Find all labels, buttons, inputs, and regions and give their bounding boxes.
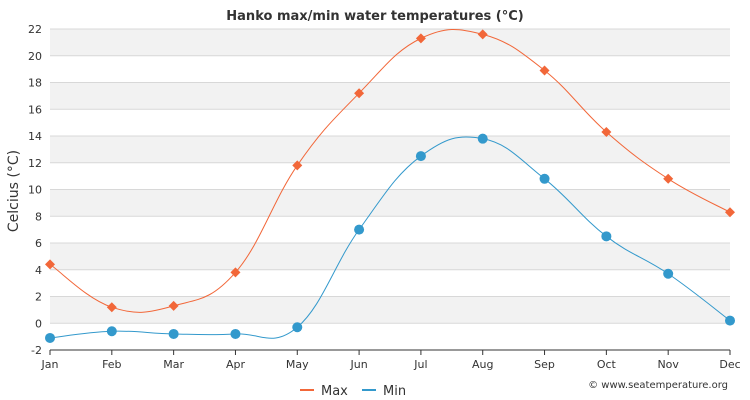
y-tick-label: -2 bbox=[31, 344, 42, 357]
x-tick-label: Sep bbox=[534, 358, 555, 371]
data-point-max[interactable] bbox=[601, 126, 612, 137]
y-tick-label: 4 bbox=[35, 264, 42, 277]
legend-item-min[interactable]: Min bbox=[362, 384, 406, 399]
data-point-min[interactable] bbox=[292, 322, 303, 333]
y-tick-label: 2 bbox=[35, 291, 42, 304]
x-tick-label: Mar bbox=[163, 358, 184, 371]
y-tick-label: 0 bbox=[35, 317, 42, 330]
grid-lines bbox=[50, 28, 730, 351]
series-max bbox=[45, 29, 735, 313]
legend-label-max: Max bbox=[321, 384, 348, 399]
legend-label-min: Min bbox=[383, 384, 406, 399]
x-tick-label: Dec bbox=[719, 358, 740, 371]
y-tick-label: 18 bbox=[28, 77, 42, 90]
data-point-min[interactable] bbox=[725, 315, 735, 326]
data-point-min[interactable] bbox=[168, 328, 179, 339]
credit-text: © www.seatemperature.org bbox=[588, 380, 728, 391]
y-tick-label: 20 bbox=[28, 50, 42, 63]
x-tick-label: Jan bbox=[41, 358, 59, 371]
legend: Max Min bbox=[300, 384, 406, 399]
x-tick-label: Nov bbox=[657, 358, 679, 371]
y-tick-label: 8 bbox=[35, 210, 42, 223]
data-point-max[interactable] bbox=[106, 302, 117, 313]
y-axis-label: Celcius (°C) bbox=[6, 150, 22, 232]
plot-band bbox=[50, 136, 730, 163]
data-point-max[interactable] bbox=[725, 207, 735, 218]
plot-band bbox=[50, 29, 730, 56]
data-point-min[interactable] bbox=[106, 326, 117, 337]
x-tick-label: Jun bbox=[349, 358, 367, 371]
plot-band bbox=[50, 243, 730, 270]
chart-title: Hanko max/min water temperatures (°C) bbox=[226, 9, 523, 24]
y-tick-label: 10 bbox=[28, 184, 42, 197]
x-tick-label: May bbox=[286, 358, 309, 371]
data-point-max[interactable] bbox=[663, 173, 674, 184]
data-point-min[interactable] bbox=[45, 332, 55, 343]
y-tick-label: 14 bbox=[28, 130, 42, 143]
plot-background-bands bbox=[50, 29, 730, 324]
data-point-min[interactable] bbox=[415, 151, 426, 162]
y-tick-label: 22 bbox=[28, 23, 42, 36]
x-axis-ticks: Jan Feb Mar Apr May Jun Jul Aug Sep Oct Nov Dec bbox=[41, 350, 741, 371]
y-tick-label: 6 bbox=[35, 237, 42, 250]
data-point-max[interactable] bbox=[477, 29, 488, 40]
data-point-min[interactable] bbox=[601, 231, 612, 242]
data-point-max[interactable] bbox=[354, 88, 365, 99]
data-point-min[interactable] bbox=[663, 268, 674, 279]
plot-band bbox=[50, 189, 730, 217]
legend-item-max[interactable]: Max bbox=[300, 384, 348, 399]
x-tick-label: Jul bbox=[413, 358, 427, 371]
x-tick-label: Feb bbox=[102, 358, 121, 371]
plot-band bbox=[50, 82, 730, 110]
x-tick-label: Oct bbox=[597, 358, 617, 371]
data-point-max[interactable] bbox=[45, 259, 55, 270]
x-tick-label: Apr bbox=[226, 358, 246, 371]
data-point-max[interactable] bbox=[168, 300, 179, 311]
data-point-max[interactable] bbox=[539, 65, 550, 76]
data-point-min[interactable] bbox=[354, 224, 365, 235]
x-tick-label: Aug bbox=[472, 358, 493, 371]
y-tick-label: 16 bbox=[28, 103, 42, 116]
series-min bbox=[45, 133, 735, 343]
plot-band bbox=[50, 296, 730, 324]
data-point-max[interactable] bbox=[230, 267, 241, 278]
data-point-min[interactable] bbox=[230, 328, 241, 339]
data-point-max[interactable] bbox=[415, 33, 426, 44]
data-point-min[interactable] bbox=[477, 133, 488, 144]
series-group bbox=[45, 29, 735, 343]
y-tick-label: 12 bbox=[28, 157, 42, 170]
y-axis-ticks: -2 0 2 4 6 8 10 12 14 16 18 20 22 bbox=[28, 23, 42, 357]
data-point-min[interactable] bbox=[539, 173, 550, 184]
data-point-max[interactable] bbox=[292, 160, 303, 171]
